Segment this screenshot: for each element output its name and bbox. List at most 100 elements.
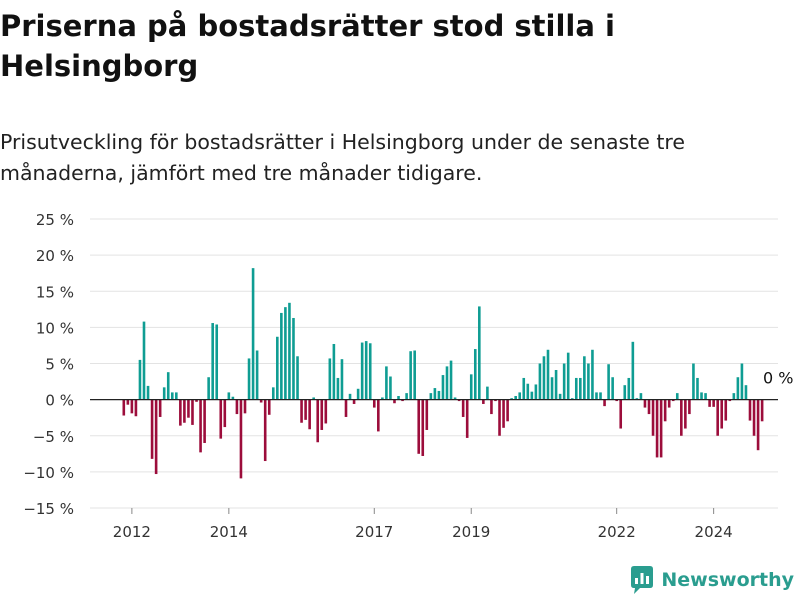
bar — [187, 399, 190, 418]
bar — [397, 396, 400, 400]
bar — [566, 352, 570, 400]
bar — [716, 399, 719, 436]
bar — [344, 399, 348, 417]
bar — [425, 399, 429, 430]
bar — [158, 399, 162, 417]
bar — [510, 398, 513, 400]
bar — [639, 393, 643, 400]
bar — [720, 399, 724, 429]
bar — [684, 399, 687, 429]
bar — [263, 399, 267, 462]
bar — [389, 376, 392, 400]
x-tick-label: 2017 — [355, 523, 393, 541]
bar — [579, 377, 582, 400]
bar — [154, 399, 158, 475]
bar — [603, 399, 606, 407]
bar — [146, 385, 150, 400]
bar — [284, 307, 287, 400]
bar — [562, 363, 566, 400]
y-tick-label: 5 % — [45, 356, 74, 374]
bar — [433, 388, 437, 400]
bar — [514, 396, 517, 400]
chart-title: Priserna på bostadsrätter stod stilla i … — [0, 9, 615, 83]
bar — [368, 343, 372, 400]
bar — [401, 399, 404, 402]
bar — [267, 399, 271, 415]
bar — [320, 399, 324, 430]
y-tick-label: 0 % — [45, 392, 74, 410]
bar — [587, 363, 590, 400]
bar — [473, 349, 477, 400]
bar — [506, 399, 509, 422]
bar — [619, 399, 623, 429]
bar — [300, 399, 303, 423]
bar — [498, 399, 501, 436]
x-tick-label: 2014 — [210, 523, 248, 541]
bar — [191, 399, 194, 425]
bar — [583, 356, 586, 400]
bar — [651, 399, 655, 436]
bar — [421, 399, 425, 456]
bar — [312, 397, 315, 400]
bar — [280, 312, 283, 400]
bar — [756, 399, 760, 451]
brand-name: Newsworthy — [661, 569, 794, 591]
bar — [239, 399, 243, 479]
bar — [219, 399, 223, 439]
bar — [385, 366, 388, 400]
bar — [708, 399, 711, 407]
bar — [377, 399, 380, 432]
bar — [671, 399, 675, 402]
bar — [752, 399, 756, 436]
y-tick-label: 10 % — [36, 319, 74, 337]
bar — [150, 399, 154, 459]
bar — [445, 366, 449, 400]
bar — [700, 392, 703, 400]
bar — [324, 399, 328, 424]
y-tick-label: 20 % — [36, 247, 74, 265]
bar — [179, 399, 182, 426]
bar — [611, 377, 614, 400]
bar — [675, 393, 679, 400]
bar — [364, 341, 368, 400]
bar — [570, 398, 574, 400]
bar — [170, 392, 174, 400]
bar — [308, 399, 311, 430]
bar — [526, 383, 530, 400]
bar — [647, 399, 651, 415]
bar — [449, 360, 453, 400]
bar — [595, 392, 598, 400]
bar — [134, 399, 138, 417]
y-tick-label: −10 % — [23, 464, 74, 482]
bar — [259, 399, 263, 403]
bar — [393, 399, 396, 404]
bar — [316, 399, 320, 443]
bar — [744, 385, 748, 400]
bar — [235, 399, 239, 415]
bar — [627, 377, 631, 400]
bar — [199, 399, 202, 453]
bar — [429, 393, 433, 400]
bar — [457, 399, 461, 402]
bar-chart: 25 % 20 % 15 % 10 % 5 % 0 % −5 % −10 % −15 % 2012… — [23, 211, 793, 541]
bar — [486, 386, 489, 400]
bar — [478, 306, 481, 400]
bar — [328, 358, 332, 400]
bar — [251, 268, 255, 400]
bar — [142, 321, 146, 400]
bar — [441, 375, 445, 400]
bar — [292, 317, 295, 400]
bar — [643, 399, 647, 408]
bar — [223, 399, 227, 428]
bar — [183, 399, 186, 423]
bar — [231, 396, 235, 400]
bar — [352, 399, 356, 404]
x-tick-label: 2022 — [598, 523, 636, 541]
bar — [243, 399, 247, 414]
bar — [692, 363, 695, 400]
bar — [712, 399, 715, 407]
bar — [558, 393, 562, 400]
x-tick-label: 2019 — [452, 523, 490, 541]
newsworthy-logo-icon — [631, 566, 654, 594]
bar — [348, 393, 352, 400]
